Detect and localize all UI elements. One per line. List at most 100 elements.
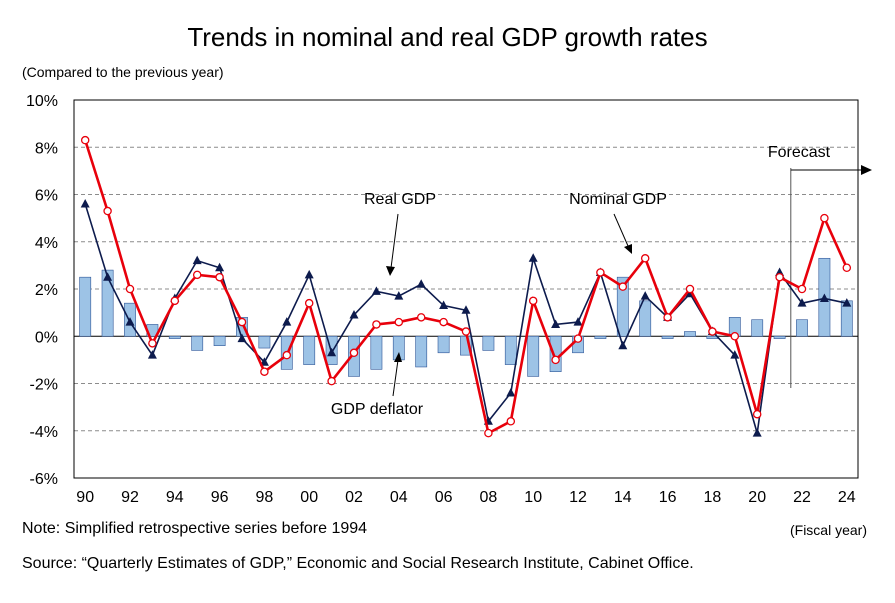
gdp-deflator-pointer — [392, 359, 399, 397]
x-tick-label: 96 — [211, 489, 229, 506]
deflator-bar — [101, 269, 114, 337]
y-tick-label: 8% — [35, 140, 58, 157]
x-tick-label: 90 — [76, 489, 94, 506]
y-tick-label: 6% — [35, 188, 58, 205]
nominal-gdp-point — [775, 272, 784, 282]
x-tick-label: 12 — [569, 489, 587, 506]
real-gdp-point — [439, 300, 449, 310]
nominal-gdp-point — [439, 317, 448, 327]
real-gdp-point — [506, 387, 516, 397]
nominal-gdp-point — [528, 296, 538, 306]
nominal-gdp-point — [640, 254, 650, 263]
nominal-gdp-point — [215, 272, 224, 282]
real-gdp-pointer — [390, 213, 399, 269]
nominal-gdp-point — [372, 320, 381, 329]
nominal-gdp-point — [797, 284, 807, 294]
real-gdp-point — [147, 350, 157, 359]
deflator-bar — [370, 335, 383, 370]
real-gdp-point — [237, 333, 247, 343]
deflator-bar — [79, 276, 92, 337]
x-tick-label: 14 — [614, 489, 632, 506]
deflator-bar — [168, 335, 181, 339]
real-gdp-point — [394, 291, 404, 300]
nominal-gdp-point — [170, 296, 180, 306]
deflator-bar — [437, 335, 450, 354]
real-gdp-point — [730, 350, 740, 359]
nominal-gdp-point — [80, 135, 90, 145]
y-tick-label: 4% — [35, 235, 58, 252]
nominal-gdp-point — [596, 268, 605, 277]
real-gdp-point — [528, 253, 538, 262]
y-tick-label: -2% — [30, 377, 58, 394]
nominal-gdp-point — [618, 282, 628, 291]
deflator-bar — [796, 319, 808, 337]
real-gdp-pointer-head — [386, 266, 395, 276]
deflator-bar — [773, 335, 786, 339]
forecast-arrowhead — [861, 165, 872, 175]
nominal-gdp-point — [663, 313, 672, 322]
y-tick-label: -6% — [30, 471, 58, 488]
deflator-bar — [751, 319, 764, 337]
nominal-gdp-point — [192, 270, 202, 280]
nominal-gdp-point — [820, 213, 829, 223]
x-tick-label: 20 — [748, 489, 766, 506]
deflator-bar — [303, 335, 316, 365]
real-gdp-point — [573, 317, 583, 326]
nominal-gdp-point — [484, 428, 493, 438]
nominal-gdp-point — [551, 355, 560, 365]
x-tick-label: 02 — [345, 489, 363, 506]
real-gdp-point — [618, 340, 628, 350]
y-tick-label: 2% — [35, 282, 58, 299]
nominal-gdp-point — [349, 348, 359, 358]
nominal-gdp-point — [573, 334, 583, 343]
x-tick-label: 00 — [300, 489, 318, 506]
x-tick-label: 94 — [166, 489, 184, 506]
real-gdp-point — [797, 298, 807, 307]
nominal-gdp-point — [842, 263, 852, 272]
real-gdp-point — [819, 293, 829, 302]
deflator-bar — [639, 300, 652, 337]
real-gdp-point — [640, 291, 650, 300]
chart-source: Source: “Quarterly Estimates of GDP,” Ec… — [22, 555, 694, 572]
plot-frame — [73, 99, 859, 479]
x-tick-label: 08 — [480, 489, 498, 506]
x-tick-label: 18 — [704, 489, 722, 506]
deflator-bar — [191, 335, 204, 351]
deflator-bar — [482, 335, 495, 351]
real-gdp-label: Real GDP — [364, 191, 436, 208]
real-gdp-point — [327, 347, 337, 357]
real-gdp-point — [752, 428, 762, 437]
gdp-deflator-label: GDP deflator — [331, 401, 424, 418]
nominal-gdp-point — [327, 376, 336, 386]
real-gdp-point — [125, 317, 135, 326]
deflator-bar — [661, 335, 674, 339]
nominal-gdp-point — [461, 327, 471, 336]
real-gdp-point — [192, 255, 202, 265]
deflator-bar — [415, 335, 428, 368]
nominal-gdp-point — [103, 206, 112, 216]
real-gdp-point — [371, 286, 381, 295]
nominal-gdp-point — [260, 367, 269, 376]
chart-title: Trends in nominal and real GDP growth ra… — [187, 22, 708, 52]
real-gdp-point — [103, 272, 113, 281]
nominal-gdp-point — [148, 339, 157, 348]
real-gdp-point — [461, 305, 471, 314]
y-axis-unit-note: (Compared to the previous year) — [22, 64, 224, 80]
nominal-gdp-point — [237, 317, 247, 327]
nominal-gdp-point — [282, 350, 292, 360]
nominal-gdp-label: Nominal GDP — [569, 191, 667, 208]
chart-note: Note: Simplified retrospective series be… — [22, 520, 368, 537]
deflator-bar — [616, 276, 629, 337]
y-tick-label: 10% — [26, 93, 58, 110]
real-gdp-point — [80, 198, 90, 208]
deflator-bar — [213, 335, 226, 346]
nominal-gdp-pointer-head — [624, 244, 632, 254]
x-tick-label: 06 — [435, 489, 453, 506]
deflator-bar — [258, 335, 271, 349]
real-gdp-point — [349, 309, 359, 319]
x-tick-label: 92 — [121, 489, 139, 506]
deflator-bar — [594, 335, 607, 339]
x-tick-label: 10 — [524, 489, 542, 506]
real-gdp-point — [416, 279, 426, 288]
deflator-bar — [684, 331, 696, 337]
